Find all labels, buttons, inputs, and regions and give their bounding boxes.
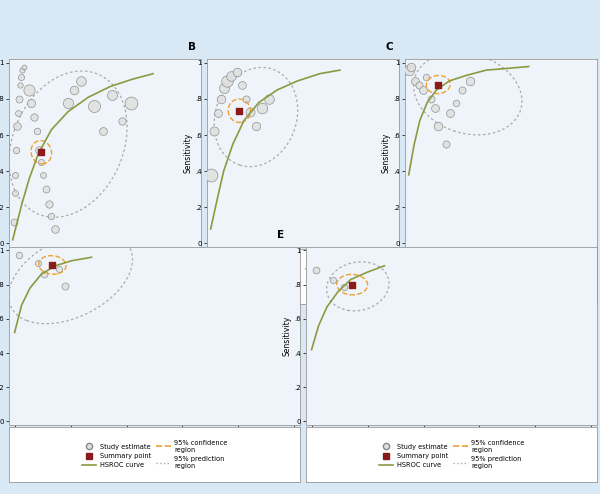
Text: E: E xyxy=(277,230,284,240)
Point xyxy=(219,84,229,92)
X-axis label: Specificity: Specificity xyxy=(283,261,323,270)
Point xyxy=(251,122,261,130)
Point xyxy=(37,158,46,166)
Legend: Study estimate, Summary point, HSROC curve, 95% confidence
region, 95% predictio: Study estimate, Summary point, HSROC cur… xyxy=(377,438,526,471)
Point xyxy=(226,72,236,80)
Point xyxy=(34,259,43,267)
Point xyxy=(235,107,244,115)
Point xyxy=(418,86,427,94)
Point xyxy=(426,95,436,103)
Y-axis label: Sensitivity: Sensitivity xyxy=(184,133,193,173)
Point xyxy=(41,185,51,193)
Point xyxy=(347,281,357,288)
Point xyxy=(433,122,443,130)
Point xyxy=(14,251,23,259)
Point xyxy=(421,74,431,82)
Point xyxy=(404,66,413,74)
Point xyxy=(465,77,475,85)
Point xyxy=(47,212,56,220)
Point xyxy=(44,200,53,207)
Point xyxy=(26,99,36,107)
Point xyxy=(232,68,241,76)
Point xyxy=(89,102,99,110)
Point xyxy=(445,110,455,118)
Point xyxy=(17,66,27,74)
Text: B: B xyxy=(188,42,196,52)
Point xyxy=(47,261,57,269)
Point xyxy=(11,171,20,179)
Point xyxy=(15,81,25,88)
X-axis label: Specificity: Specificity xyxy=(431,439,472,448)
Point xyxy=(50,225,60,233)
Point xyxy=(311,266,320,274)
Point xyxy=(69,86,79,94)
Point xyxy=(441,140,451,148)
Point xyxy=(213,110,223,118)
Point xyxy=(457,86,467,94)
Point xyxy=(126,99,136,107)
Point xyxy=(76,77,86,85)
Point xyxy=(13,122,22,130)
Point xyxy=(9,218,19,226)
Point xyxy=(29,113,39,121)
Point xyxy=(39,270,49,278)
Point xyxy=(37,148,46,156)
Point xyxy=(414,81,424,88)
Point xyxy=(257,104,267,112)
Point xyxy=(98,127,108,135)
Point xyxy=(209,127,219,135)
Point xyxy=(216,95,226,103)
Point xyxy=(13,110,23,118)
Legend: Study estimate, Summary point, HSROC curve, 95% confidence
region, 95% predictio: Study estimate, Summary point, HSROC cur… xyxy=(80,438,229,471)
Point xyxy=(107,91,117,99)
Point xyxy=(10,189,19,197)
Point xyxy=(206,171,215,179)
Y-axis label: Sensitivity: Sensitivity xyxy=(283,316,292,356)
Point xyxy=(328,277,337,285)
Point xyxy=(14,95,24,103)
Point xyxy=(451,99,461,107)
Point xyxy=(433,81,443,88)
Point xyxy=(407,63,416,71)
X-axis label: Specificity: Specificity xyxy=(85,261,125,270)
Point xyxy=(241,95,251,103)
X-axis label: Specificity: Specificity xyxy=(481,261,521,270)
Point xyxy=(19,63,29,71)
Point xyxy=(35,146,44,154)
Point xyxy=(245,108,255,116)
Point xyxy=(32,127,41,135)
Legend: Study estimate, Summary point, HSROC curve, 95% confidence
region, 95% predictio: Study estimate, Summary point, HSROC cur… xyxy=(426,260,576,293)
Point xyxy=(223,77,232,85)
Point xyxy=(410,77,420,85)
Legend: Study estimate, Summary point, HSROC curve, 95% confidence
region, 95% predictio: Study estimate, Summary point, HSROC cur… xyxy=(30,260,180,293)
Point xyxy=(38,171,48,179)
Point xyxy=(60,283,70,290)
Point xyxy=(117,117,127,124)
Point xyxy=(430,104,439,112)
Point xyxy=(63,99,73,107)
Point xyxy=(11,146,21,154)
Point xyxy=(25,86,34,94)
Point xyxy=(339,283,349,291)
Point xyxy=(55,265,64,273)
Point xyxy=(16,74,26,82)
Point xyxy=(237,81,247,88)
X-axis label: Specificity: Specificity xyxy=(134,439,175,448)
Y-axis label: Sensitivity: Sensitivity xyxy=(382,133,391,173)
Text: C: C xyxy=(386,42,394,52)
Point xyxy=(264,95,274,103)
Legend: Study estimate, Summary point, HSROC curve, 95% confidence
region, 95% predictio: Study estimate, Summary point, HSROC cur… xyxy=(228,260,378,293)
